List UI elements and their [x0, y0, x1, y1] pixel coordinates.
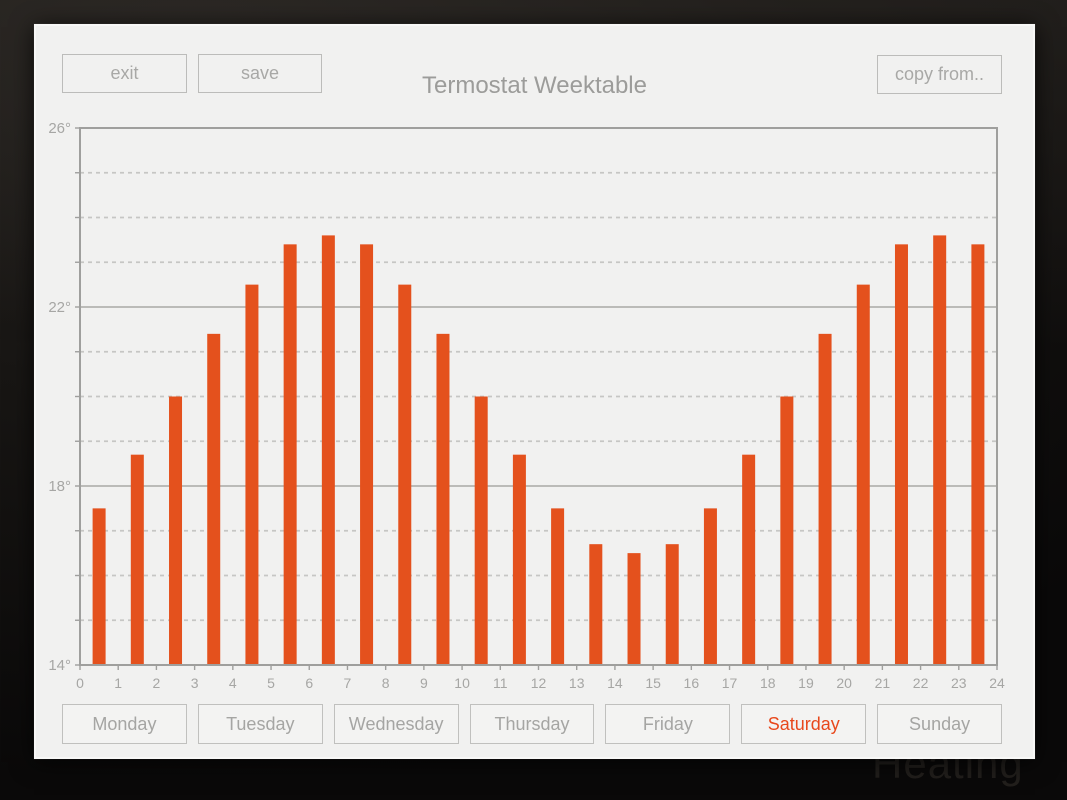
x-axis-label-19: 19	[798, 675, 814, 691]
temperature-bar-hour-9[interactable]	[436, 333, 450, 665]
y-axis-label-22: 22°	[48, 299, 71, 316]
x-axis-label-14: 14	[607, 675, 623, 691]
exit-button[interactable]: exit	[62, 54, 187, 93]
temperature-bar-hour-0[interactable]	[92, 508, 106, 665]
weektable-chart-area: 26° 22° 18° 14° 0 1 2 3 4 5 6 7 8 9 10 11 12 13 14 15 16 17 18…	[36, 102, 1033, 710]
x-axis-label-10: 10	[454, 675, 470, 691]
copy-from-button[interactable]: copy from..	[877, 55, 1002, 94]
weektable-window: exit save Termostat Weektable copy from.…	[34, 24, 1035, 759]
x-axis-label-21: 21	[875, 675, 891, 691]
x-axis-label-2: 2	[153, 675, 161, 691]
day-selector: Monday Tuesday Wednesday Thursday Friday…	[62, 704, 1003, 744]
x-axis-label-1: 1	[114, 675, 122, 691]
temperature-bar-hour-14[interactable]	[627, 553, 641, 665]
x-axis-label-0: 0	[76, 675, 84, 691]
day-button-tuesday[interactable]: Tuesday	[197, 704, 323, 744]
temperature-bar-hour-23[interactable]	[971, 244, 985, 665]
y-axis-label-18: 18°	[48, 478, 71, 495]
day-button-saturday[interactable]: Saturday	[741, 704, 867, 744]
temperature-bar-hour-11[interactable]	[512, 454, 526, 665]
x-axis-label-15: 15	[645, 675, 661, 691]
y-axis-label-14: 14°	[48, 657, 71, 674]
temperature-bar-hour-19[interactable]	[818, 333, 832, 665]
x-axis-label-4: 4	[229, 675, 237, 691]
temperature-bar-hour-6[interactable]	[321, 235, 335, 665]
temperature-bar-hour-1[interactable]	[130, 454, 144, 665]
x-axis-label-5: 5	[267, 675, 275, 691]
temperature-bar-hour-22[interactable]	[933, 235, 947, 665]
temperature-bar-hour-17[interactable]	[742, 454, 756, 665]
temperature-bar-hour-20[interactable]	[856, 284, 870, 665]
temperature-bar-hour-10[interactable]	[474, 396, 488, 666]
x-axis-label-11: 11	[493, 675, 508, 691]
day-button-wednesday[interactable]: Wednesday	[333, 704, 459, 744]
x-axis-label-7: 7	[344, 675, 352, 691]
day-button-friday[interactable]: Friday	[605, 704, 731, 744]
day-button-monday[interactable]: Monday	[62, 704, 187, 744]
temperature-bar-hour-13[interactable]	[589, 544, 603, 665]
temperature-bar-hour-15[interactable]	[665, 544, 679, 665]
temperature-bar-chart[interactable]: 26°22°18°14°0 1 2 3 4 5 6 7 8 9 10 11 12 13 14 15 16 17 18…	[36, 102, 1033, 710]
temperature-bar-hour-3[interactable]	[207, 333, 221, 665]
save-button[interactable]: save	[198, 54, 322, 93]
temperature-bar-hour-21[interactable]	[894, 244, 908, 665]
x-axis-label-20: 20	[836, 675, 852, 691]
x-axis-label-12: 12	[531, 675, 547, 691]
temperature-bar-hour-8[interactable]	[398, 284, 412, 665]
temperature-bar-hour-2[interactable]	[169, 396, 183, 666]
x-axis-label-9: 9	[420, 675, 428, 691]
temperature-bar-hour-18[interactable]	[780, 396, 794, 666]
x-axis-label-17: 17	[722, 675, 738, 691]
x-axis-label-23: 23	[951, 675, 967, 691]
x-axis-label-16: 16	[684, 675, 700, 691]
temperature-bar-hour-16[interactable]	[703, 508, 717, 665]
x-axis-label-6: 6	[305, 675, 313, 691]
x-axis-label-24: 24	[989, 675, 1005, 691]
plot-border	[79, 127, 998, 666]
x-axis-label-13: 13	[569, 675, 585, 691]
day-button-thursday[interactable]: Thursday	[469, 704, 595, 744]
x-axis-label-18: 18	[760, 675, 776, 691]
x-axis-label-22: 22	[913, 675, 929, 691]
temperature-bar-hour-4[interactable]	[245, 284, 259, 665]
x-axis-label-8: 8	[382, 675, 390, 691]
x-axis-label-3: 3	[191, 675, 199, 691]
temperature-bar-hour-7[interactable]	[360, 244, 374, 665]
y-axis-label-26: 26°	[48, 120, 71, 137]
temperature-bar-hour-12[interactable]	[551, 508, 565, 665]
day-button-sunday[interactable]: Sunday	[877, 704, 1003, 744]
temperature-bar-hour-5[interactable]	[283, 244, 297, 665]
